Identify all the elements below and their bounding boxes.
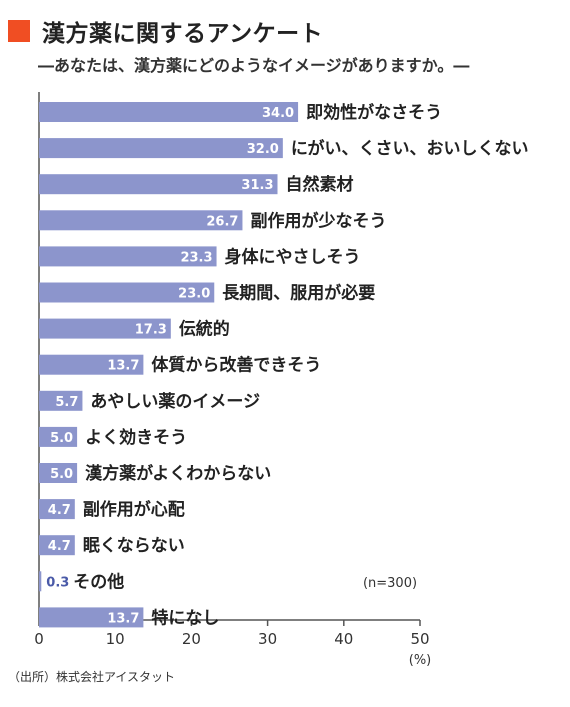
x-tick-label: 10 [106, 630, 125, 648]
source-note: （出所）株式会社アイスタット [8, 670, 176, 684]
category-label: 眠くならない [83, 536, 185, 556]
bar-value-label: 34.0 [262, 106, 294, 121]
bar [39, 426, 78, 447]
x-tick-label: 50 [410, 630, 429, 648]
bar [39, 210, 243, 231]
category-label: 即効性がなさそう [306, 102, 442, 123]
bar-value-label: 4.7 [48, 539, 71, 554]
category-label: 漢方薬がよくわからない [85, 463, 271, 484]
bar [39, 354, 144, 375]
bar-value-label: 23.3 [180, 250, 212, 265]
category-label: 体質から改善できそう [151, 355, 321, 376]
x-axis-unit: (%) [409, 653, 432, 668]
category-label: にがい、くさい、おいしくない [291, 138, 529, 159]
x-tick-label: 20 [182, 630, 201, 648]
bar-value-label: 5.0 [50, 467, 73, 482]
bar-value-label: 4.7 [48, 503, 71, 518]
category-label: 特になし [151, 607, 219, 628]
bar-value-label: 31.3 [241, 178, 273, 193]
chart-title: 漢方薬に関するアンケート [42, 21, 324, 47]
bar [39, 318, 171, 339]
category-label: 長期間、服用が必要 [222, 283, 375, 304]
category-label: 副作用が心配 [83, 499, 185, 520]
title-marker [8, 20, 30, 42]
category-label: その他 [73, 571, 124, 592]
x-tick-label: 0 [34, 630, 44, 648]
bar-value-label: 5.0 [50, 431, 73, 446]
bar [39, 463, 78, 483]
bar [39, 102, 299, 122]
bar [39, 390, 83, 411]
bar [39, 571, 42, 592]
category-label: 伝統的 [179, 319, 230, 340]
bar-value-label: 23.0 [178, 287, 210, 302]
sample-size-note: (n=300) [363, 576, 417, 591]
category-label: 身体にやさしそう [225, 246, 361, 267]
category-label: 副作用が少なそう [250, 210, 386, 231]
bar [39, 246, 217, 267]
bar [39, 282, 215, 303]
bar-value-label: 26.7 [206, 214, 238, 229]
category-label: あやしい薬のイメージ [90, 392, 260, 412]
x-tick-label: 30 [258, 630, 277, 648]
x-tick-label: 40 [334, 630, 353, 648]
bar [39, 138, 283, 159]
bar [39, 499, 75, 520]
bar-value-label: 32.0 [247, 142, 279, 157]
category-label: 自然素材 [286, 174, 354, 195]
bar-value-label: 13.7 [107, 359, 139, 374]
chart-subtitle: ―あなたは、漢方薬にどのようなイメージがありますか。― [38, 56, 470, 75]
bar [39, 174, 278, 195]
bar-value-label: 13.7 [107, 611, 139, 626]
bar-value-label: 0.3 [46, 575, 69, 590]
bar-value-label: 5.7 [55, 395, 78, 410]
bar [39, 607, 144, 628]
chart-header: 漢方薬に関するアンケート [8, 14, 323, 48]
bar-value-label: 17.3 [135, 323, 167, 338]
category-label: よく効きそう [85, 427, 187, 448]
bar [39, 535, 75, 556]
